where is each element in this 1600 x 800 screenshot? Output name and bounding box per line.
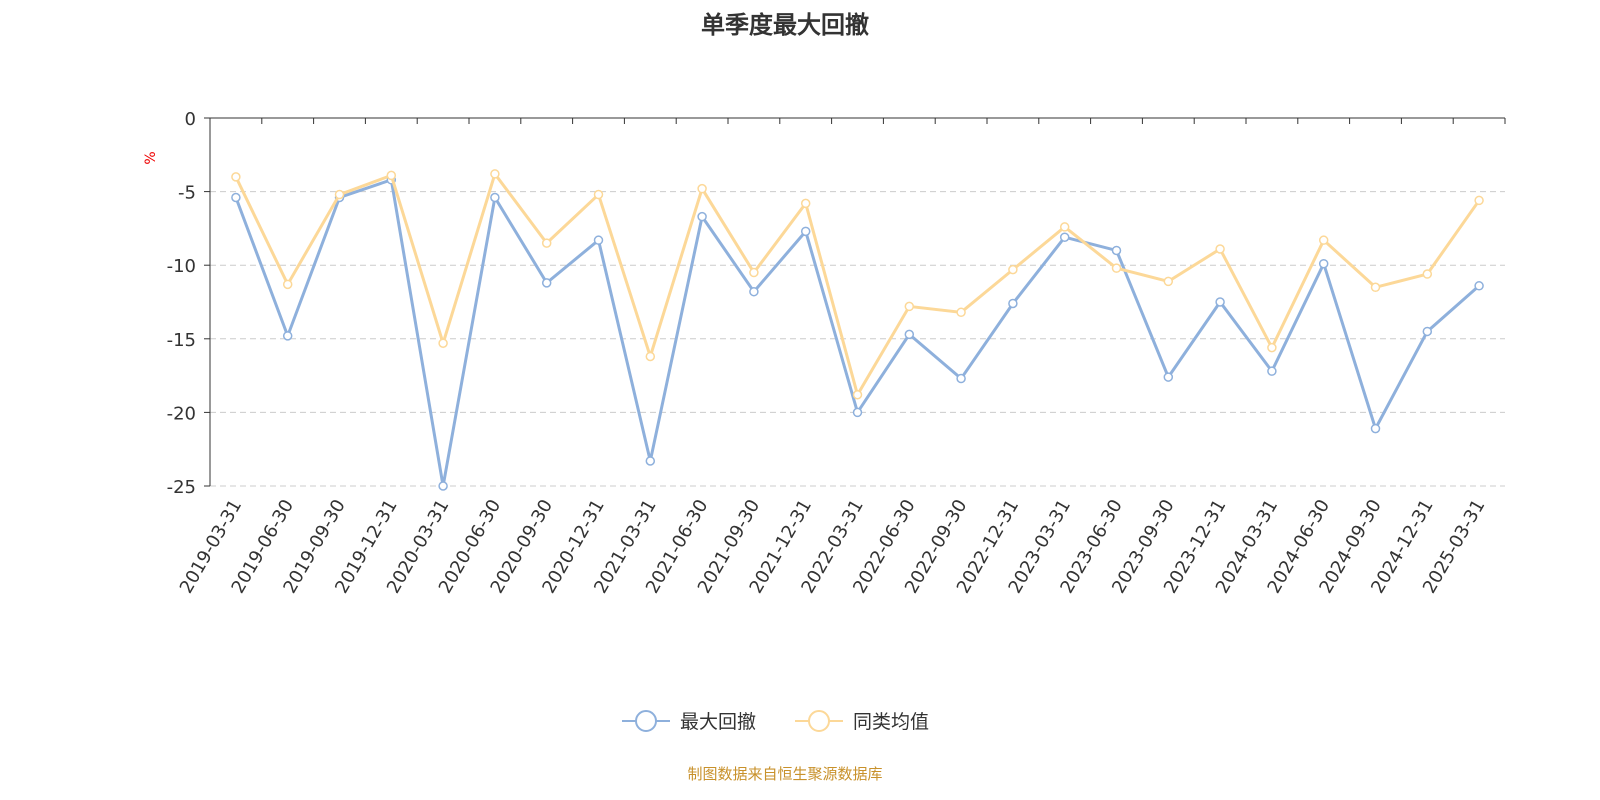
legend-label: 最大回撤 [680, 711, 756, 733]
data-point [1059, 222, 1070, 232]
y-axis-label: % [143, 151, 159, 164]
legend-item-0: 最大回撤 [622, 710, 756, 733]
data-point [1422, 269, 1433, 279]
data-point [956, 307, 966, 318]
data-point [490, 169, 500, 179]
data-point [1370, 282, 1381, 293]
legend-label: 同类均值 [853, 711, 929, 733]
series-line [234, 177, 1481, 487]
data-point [438, 338, 448, 348]
data-point [956, 373, 966, 384]
y-tick-label: -5 [178, 183, 196, 204]
data-point [1111, 245, 1122, 256]
data-point [697, 211, 707, 222]
y-tick-label: -20 [167, 403, 196, 424]
data-point [904, 301, 915, 312]
data-point [1474, 281, 1484, 291]
data-point [541, 278, 552, 288]
chart-title: 单季度最大回撤 [701, 11, 869, 39]
data-point [541, 238, 552, 248]
y-tick-label: -15 [167, 330, 196, 351]
y-tick-label: 0 [185, 109, 196, 130]
data-point [749, 267, 759, 278]
data-point [800, 226, 811, 237]
legend-marker-icon [808, 710, 830, 732]
data-point [1318, 258, 1329, 269]
legend-item-1: 同类均值 [795, 710, 929, 733]
data-point [231, 172, 241, 182]
data-point [490, 192, 500, 203]
series-1 [231, 169, 1484, 400]
data-point [852, 407, 863, 418]
data-point [645, 456, 656, 466]
data-point [749, 286, 759, 297]
data-point [1318, 235, 1329, 245]
data-point [1008, 264, 1018, 275]
data-source: 制图数据来自恒生聚源数据库 [687, 765, 882, 783]
data-point [231, 192, 241, 203]
data-point [334, 189, 345, 200]
data-point [800, 198, 811, 209]
data-point [282, 279, 293, 290]
data-point [1163, 276, 1174, 287]
data-point [1008, 298, 1018, 309]
y-tick-label: -10 [167, 256, 196, 277]
series-0 [231, 175, 1484, 491]
data-point [438, 481, 448, 491]
data-point [386, 170, 397, 181]
data-point [1474, 195, 1484, 206]
data-point [1370, 423, 1381, 434]
data-point [282, 331, 293, 341]
data-point [1215, 297, 1225, 307]
data-point [1267, 366, 1277, 376]
data-point [1111, 263, 1122, 273]
data-point [1215, 244, 1225, 254]
y-tick-label: -25 [167, 477, 196, 498]
data-point [1163, 372, 1174, 382]
data-point [593, 189, 604, 200]
data-point [1422, 326, 1433, 337]
data-point [1059, 232, 1070, 242]
data-point [697, 183, 707, 194]
data-point [593, 235, 604, 245]
data-point [1267, 342, 1277, 353]
legend-marker-icon [635, 710, 657, 732]
data-point [904, 329, 915, 340]
data-point [645, 351, 656, 362]
data-point [852, 389, 863, 400]
